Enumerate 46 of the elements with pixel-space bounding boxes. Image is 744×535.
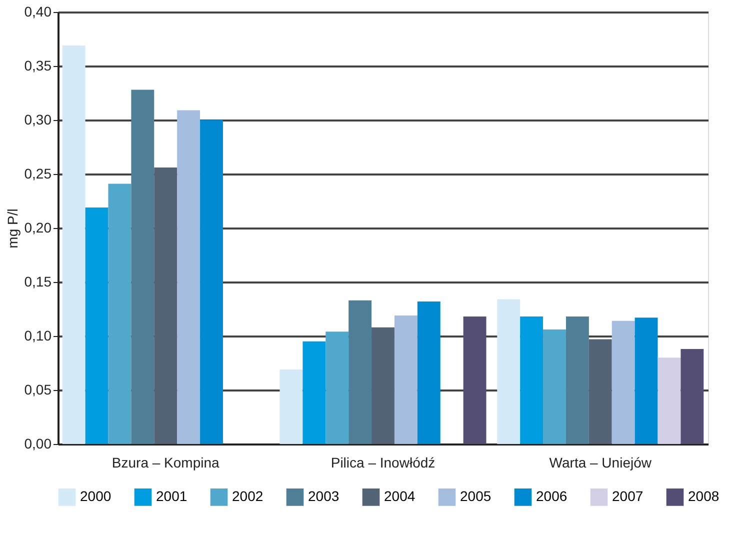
y-tick-label: 0,20	[24, 220, 52, 236]
legend-label: 2008	[688, 488, 720, 504]
y-tick-label: 0,40	[24, 4, 52, 20]
y-tick-label: 0,15	[24, 274, 52, 290]
y-tick-label: 0,00	[24, 436, 52, 452]
bar	[463, 316, 486, 444]
bar	[280, 369, 303, 444]
legend-label: 2006	[536, 488, 568, 504]
bar	[326, 332, 349, 444]
bar	[348, 300, 372, 444]
bar	[520, 316, 544, 444]
y-axis-title: mg P/l	[4, 208, 20, 248]
legend-label: 2001	[156, 488, 188, 504]
bar	[497, 299, 520, 444]
x-tick-label: Pilica – Inowłódź	[330, 454, 436, 470]
legend-label: 2007	[612, 488, 644, 504]
bar	[588, 339, 612, 444]
legend-label: 2005	[460, 488, 492, 504]
bar	[154, 168, 178, 444]
y-tick-label: 0,05	[24, 382, 52, 398]
y-tick-label: 0,25	[24, 166, 52, 182]
legend-label: 2000	[80, 488, 112, 504]
bar	[302, 341, 326, 444]
bar	[658, 358, 681, 444]
bar	[200, 120, 223, 444]
bar	[394, 315, 418, 444]
bar	[85, 207, 108, 444]
legend-label: 2002	[232, 488, 264, 504]
y-tick-label: 0,35	[24, 58, 52, 74]
bar	[680, 348, 704, 444]
bar	[634, 318, 658, 444]
bar	[177, 110, 200, 444]
bar	[417, 301, 440, 444]
x-tick-label: Bzura – Kompina	[112, 454, 220, 470]
bar	[566, 316, 589, 444]
bar	[108, 184, 132, 444]
bar	[372, 327, 394, 444]
y-tick-label: 0,10	[24, 328, 52, 344]
bar	[62, 45, 86, 444]
legend-label: 2004	[384, 488, 416, 504]
bar	[131, 90, 154, 444]
bar	[612, 320, 635, 444]
legend-label: 2003	[308, 488, 340, 504]
y-tick-label: 0,30	[24, 112, 52, 128]
bar	[543, 330, 566, 444]
x-tick-label: Warta – Uniejów	[549, 454, 652, 470]
